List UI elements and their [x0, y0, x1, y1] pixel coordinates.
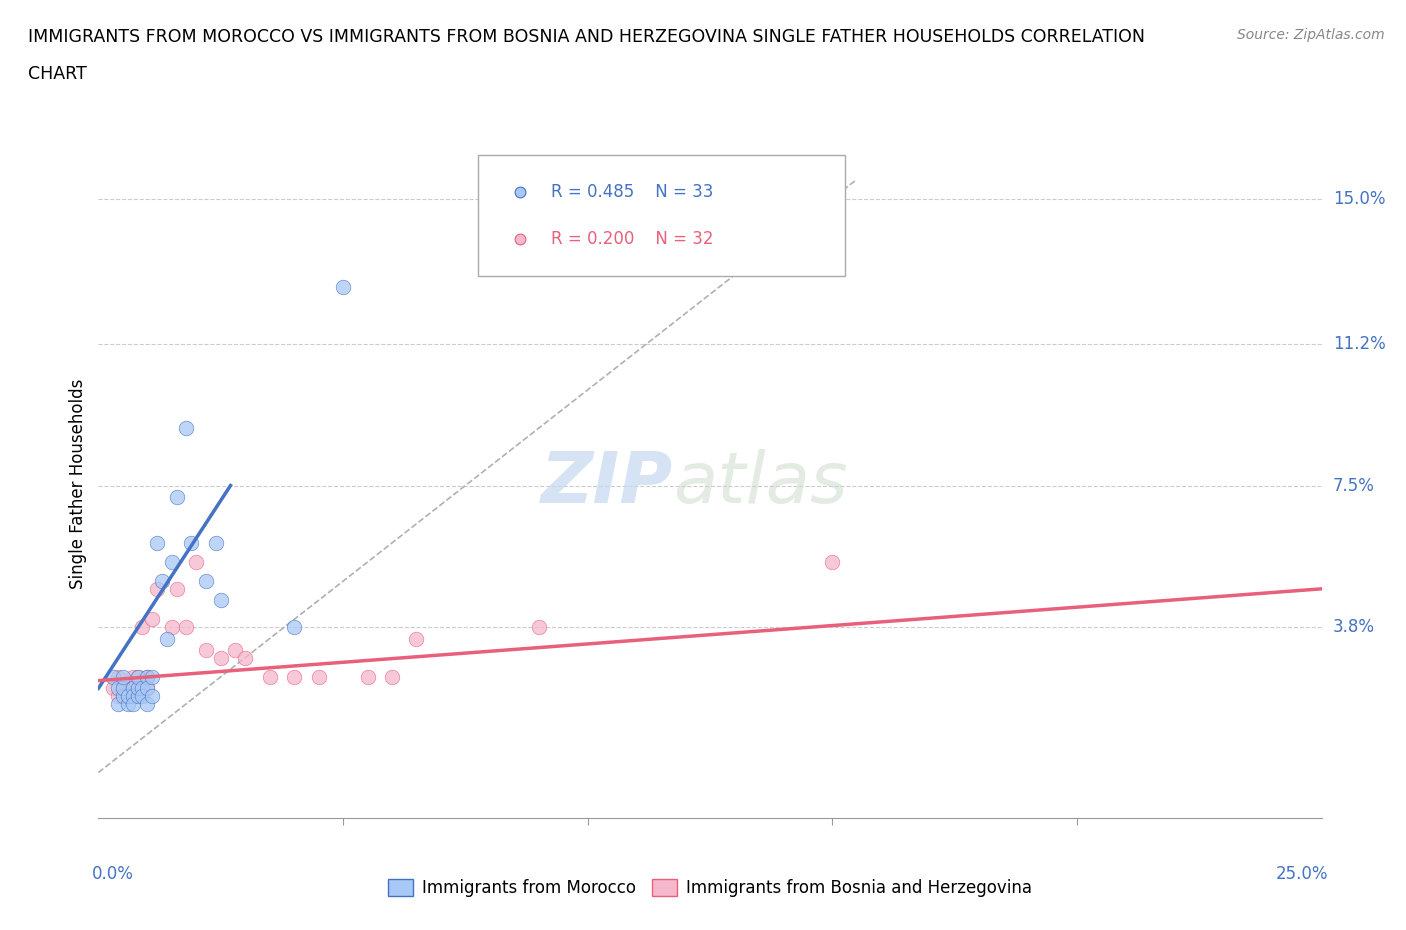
- Point: [111, 681, 134, 696]
- Point: [405, 631, 427, 646]
- Point: [233, 650, 256, 665]
- Point: [176, 420, 198, 435]
- Point: [127, 670, 149, 684]
- Text: R = 0.485    N = 33: R = 0.485 N = 33: [551, 183, 713, 201]
- Point: [101, 681, 124, 696]
- Point: [186, 554, 208, 569]
- Point: [117, 688, 139, 703]
- Point: [308, 670, 330, 684]
- Point: [176, 619, 198, 634]
- Text: ZIP: ZIP: [541, 449, 673, 518]
- Point: [121, 681, 143, 696]
- Point: [121, 697, 143, 711]
- Point: [224, 643, 246, 658]
- Point: [136, 681, 159, 696]
- Point: [101, 670, 124, 684]
- Point: [160, 619, 183, 634]
- Point: [283, 619, 305, 634]
- Point: [131, 688, 153, 703]
- Point: [107, 688, 129, 703]
- Point: [283, 670, 305, 684]
- Point: [141, 670, 163, 684]
- Point: [111, 688, 134, 703]
- Point: [141, 688, 163, 703]
- Point: [195, 574, 218, 589]
- Point: [111, 688, 134, 703]
- Point: [131, 619, 153, 634]
- Point: [146, 536, 169, 551]
- Point: [259, 670, 281, 684]
- Point: [111, 670, 134, 684]
- Point: [527, 619, 550, 634]
- Point: [107, 681, 129, 696]
- Text: 15.0%: 15.0%: [1333, 190, 1385, 207]
- Point: [141, 612, 163, 627]
- Point: [127, 688, 149, 703]
- Point: [136, 681, 159, 696]
- Point: [195, 643, 218, 658]
- Point: [209, 592, 232, 607]
- Point: [821, 554, 844, 569]
- Point: [127, 688, 149, 703]
- Text: Source: ZipAtlas.com: Source: ZipAtlas.com: [1237, 28, 1385, 42]
- Text: 3.8%: 3.8%: [1333, 618, 1375, 636]
- Point: [121, 681, 143, 696]
- Text: 0.0%: 0.0%: [93, 865, 134, 884]
- Point: [121, 670, 143, 684]
- Text: atlas: atlas: [673, 449, 848, 518]
- Text: 7.5%: 7.5%: [1333, 476, 1375, 495]
- Point: [205, 536, 228, 551]
- Point: [136, 670, 159, 684]
- Point: [166, 489, 188, 504]
- Text: 25.0%: 25.0%: [1275, 865, 1327, 884]
- Point: [356, 670, 378, 684]
- Point: [332, 279, 354, 294]
- Text: IMMIGRANTS FROM MOROCCO VS IMMIGRANTS FROM BOSNIA AND HERZEGOVINA SINGLE FATHER : IMMIGRANTS FROM MOROCCO VS IMMIGRANTS FR…: [28, 28, 1144, 46]
- Point: [156, 631, 179, 646]
- Point: [381, 670, 404, 684]
- Point: [136, 697, 159, 711]
- Point: [180, 536, 202, 551]
- Point: [111, 681, 134, 696]
- Point: [131, 681, 153, 696]
- Point: [121, 688, 143, 703]
- FancyBboxPatch shape: [478, 155, 845, 276]
- Point: [107, 670, 129, 684]
- Text: 11.2%: 11.2%: [1333, 335, 1385, 353]
- Point: [146, 581, 169, 596]
- Point: [166, 581, 188, 596]
- Point: [160, 554, 183, 569]
- Point: [150, 574, 173, 589]
- Point: [209, 650, 232, 665]
- Point: [107, 697, 129, 711]
- Point: [127, 681, 149, 696]
- Y-axis label: Single Father Households: Single Father Households: [69, 379, 87, 589]
- Legend: Immigrants from Morocco, Immigrants from Bosnia and Herzegovina: Immigrants from Morocco, Immigrants from…: [381, 872, 1039, 904]
- Point: [117, 681, 139, 696]
- Point: [136, 670, 159, 684]
- Point: [117, 688, 139, 703]
- Point: [127, 670, 149, 684]
- Point: [117, 697, 139, 711]
- Text: CHART: CHART: [28, 65, 87, 83]
- Text: R = 0.200    N = 32: R = 0.200 N = 32: [551, 231, 713, 248]
